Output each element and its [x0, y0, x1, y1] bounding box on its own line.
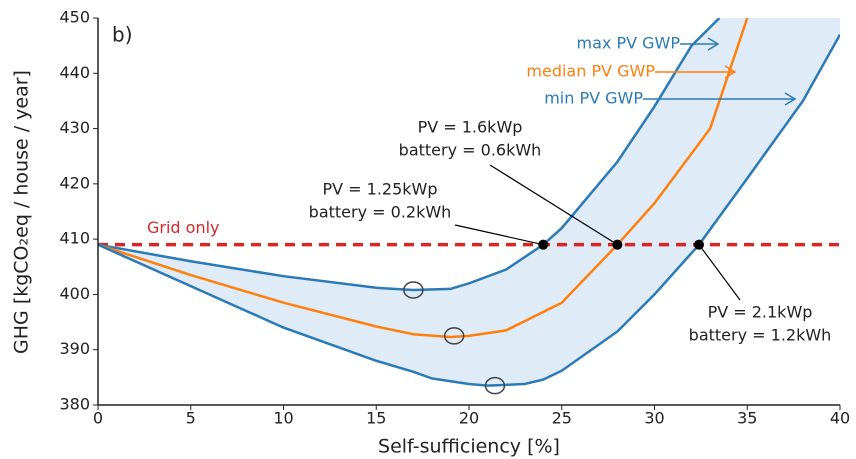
x-tick-label: 10: [273, 409, 293, 428]
x-tick-label: 35: [737, 409, 757, 428]
y-tick-label: 440: [59, 63, 90, 82]
plot-area: [98, 18, 840, 387]
minimum-marker: [443, 327, 465, 345]
x-tick-label: 20: [459, 409, 479, 428]
x-tick-label: 5: [186, 409, 196, 428]
annotation-leader: [489, 164, 618, 246]
reference-label: Grid only: [147, 218, 220, 237]
annotation-leader: [698, 244, 741, 301]
line: [98, 33, 840, 387]
legend-label: min PV GWP: [544, 89, 643, 108]
annotation-text: PV = 1.25kWp: [322, 180, 437, 199]
annotation-text: PV = 1.6kWp: [418, 118, 523, 137]
x-tick-label: 40: [830, 409, 850, 428]
x-tick-label: 15: [366, 409, 386, 428]
x-axis-label: Self-sufficiency [%]: [378, 436, 560, 458]
minimum-marker: [403, 281, 424, 299]
y-tick-label: 420: [59, 173, 90, 192]
line: [98, 18, 749, 339]
y-tick-label: 450: [59, 8, 90, 27]
annotation-text: PV = 2.1kWp: [708, 303, 813, 322]
x-tick-label: 30: [644, 409, 664, 428]
legend-label: median PV GWP: [526, 62, 655, 81]
legend-arrowhead: [724, 65, 737, 79]
x-tick-label: 25: [552, 409, 572, 428]
annotation-leader: [454, 224, 544, 246]
y-tick-label: 390: [59, 339, 90, 358]
annotation-point: [538, 239, 549, 250]
y-tick-label: 380: [59, 395, 90, 414]
annotation-text: battery = 0.2kWh: [309, 203, 452, 222]
legend-arrowhead: [707, 37, 720, 51]
y-tick-label: 410: [59, 229, 90, 248]
panel-label: b): [112, 23, 133, 47]
x-tick-label: 0: [93, 409, 103, 428]
annotation-point: [694, 239, 705, 250]
y-tick-label: 430: [59, 118, 90, 137]
line: [98, 18, 721, 292]
y-tick-label: 400: [59, 284, 90, 303]
minimum-marker: [484, 376, 506, 395]
legend-label: max PV GWP: [577, 34, 681, 53]
legend-arrowhead: [784, 92, 797, 106]
annotation-point: [612, 239, 623, 250]
y-axis-label: GHG [kgCO₂eq / house / year]: [11, 70, 33, 354]
annotation-text: battery = 0.6kWh: [399, 141, 542, 160]
annotation-text: battery = 1.2kWh: [689, 326, 832, 345]
